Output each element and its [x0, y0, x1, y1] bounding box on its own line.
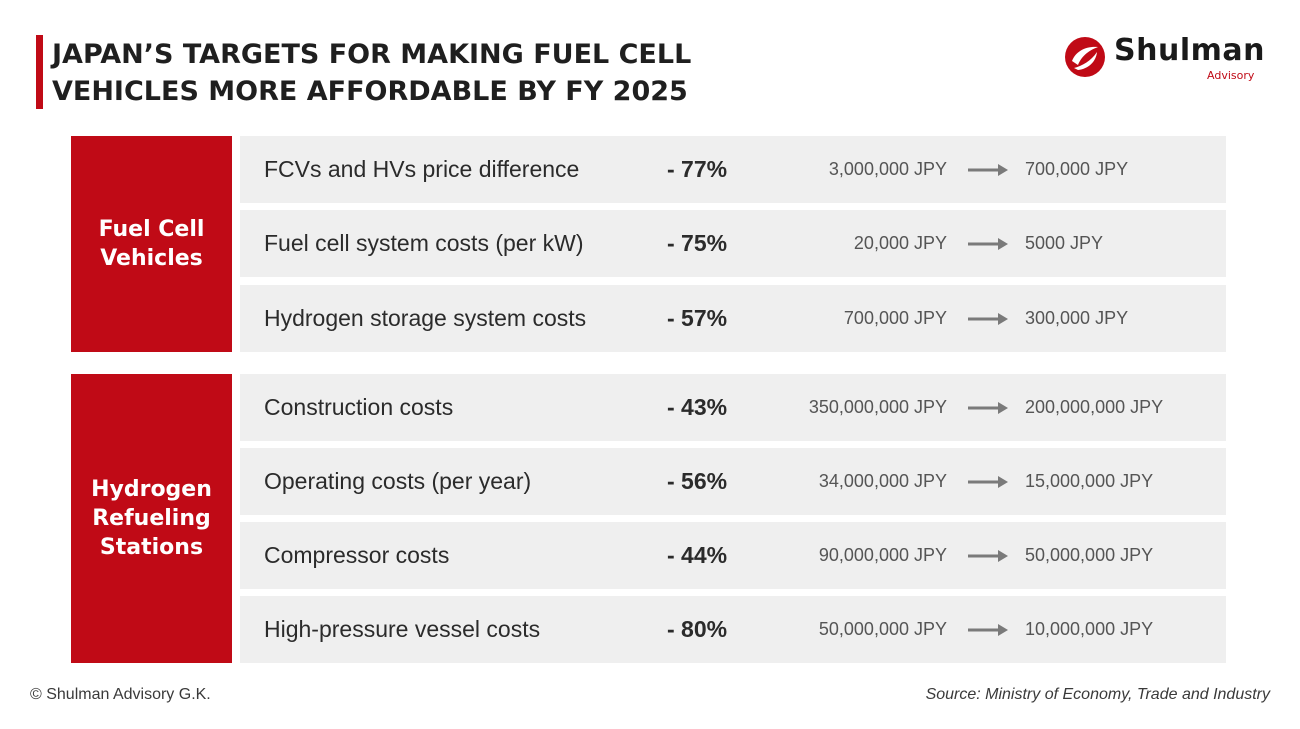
row-current-cost: 34,000,000 JPY: [818, 471, 947, 491]
logo-subtitle: Advisory: [1207, 69, 1255, 82]
row-target-cost: 10,000,000 JPY: [1025, 619, 1154, 639]
right-arrow-icon: [968, 476, 1008, 488]
row-target-cost: 50,000,000 JPY: [1025, 545, 1154, 565]
row-current-cost: 90,000,000 JPY: [818, 545, 947, 565]
page-title-line-1: JAPAN’S TARGETS FOR MAKING FUEL CELL: [52, 39, 692, 70]
row-item-name: Hydrogen storage system costs: [264, 305, 587, 331]
table-row: FCVs and HVs price difference - 77% 3,00…: [240, 136, 1226, 203]
row-item-name: Operating costs (per year): [264, 468, 532, 494]
table-row: Construction costs - 43% 350,000,000 JPY…: [240, 374, 1226, 441]
group-label-hydrogen-refueling-stations: Hydrogen Refueling Stations: [71, 374, 232, 663]
row-reduction-percent: - 57%: [667, 305, 728, 331]
right-arrow-icon: [968, 313, 1008, 325]
row-item-name: Compressor costs: [264, 542, 450, 568]
copyright-notice: © Shulman Advisory G.K.: [30, 686, 211, 703]
row-current-cost: 3,000,000 JPY: [828, 159, 947, 179]
table-row: Hydrogen storage system costs - 57% 700,…: [240, 285, 1226, 352]
row-reduction-percent: - 56%: [667, 468, 728, 494]
row-reduction-percent: - 44%: [667, 542, 728, 568]
right-arrow-icon: [968, 164, 1008, 176]
row-reduction-percent: - 75%: [667, 230, 728, 256]
title-accent-bar: [36, 35, 43, 109]
row-current-cost: 700,000 JPY: [843, 308, 947, 328]
row-reduction-percent: - 80%: [667, 616, 728, 642]
row-target-cost: 5000 JPY: [1025, 233, 1104, 253]
page-title: JAPAN’S TARGETS FOR MAKING FUEL CELL VEH…: [52, 36, 852, 110]
source-note: Source: Ministry of Economy, Trade and I…: [925, 686, 1270, 703]
shulman-logo-mark-icon: [1065, 37, 1105, 77]
page-title-line-2: VEHICLES MORE AFFORDABLE BY FY 2025: [52, 76, 688, 107]
group-label-fuel-cell-vehicles: Fuel Cell Vehicles: [71, 136, 232, 352]
row-target-cost: 200,000,000 JPY: [1025, 397, 1164, 417]
logo-name: Shulman: [1114, 33, 1265, 68]
row-current-cost: 350,000,000 JPY: [808, 397, 947, 417]
group-label-line: Stations: [99, 535, 204, 560]
row-target-cost: 300,000 JPY: [1025, 308, 1129, 328]
right-arrow-icon: [968, 624, 1008, 636]
row-target-cost: 700,000 JPY: [1025, 159, 1129, 179]
group-label-line: Fuel Cell: [98, 217, 205, 242]
row-item-name: Construction costs: [264, 394, 454, 420]
row-current-cost: 50,000,000 JPY: [818, 619, 947, 639]
row-item-name: Fuel cell system costs (per kW): [264, 230, 584, 256]
right-arrow-icon: [968, 238, 1008, 250]
row-item-name: High-pressure vessel costs: [264, 616, 541, 642]
group-label-line: Hydrogen: [91, 477, 212, 502]
group-label-line: Vehicles: [100, 246, 203, 271]
table-row: High-pressure vessel costs - 80% 50,000,…: [240, 596, 1226, 663]
table-row: Operating costs (per year) - 56% 34,000,…: [240, 448, 1226, 515]
table-row: Fuel cell system costs (per kW) - 75% 20…: [240, 210, 1226, 277]
row-target-cost: 15,000,000 JPY: [1025, 471, 1154, 491]
shulman-logo: Shulman Advisory: [1064, 33, 1274, 84]
row-current-cost: 20,000 JPY: [853, 233, 947, 253]
row-item-name: FCVs and HVs price difference: [264, 156, 580, 182]
right-arrow-icon: [968, 550, 1008, 562]
row-reduction-percent: - 77%: [667, 156, 728, 182]
group-label-line: Refueling: [92, 506, 211, 531]
right-arrow-icon: [968, 402, 1008, 414]
table-row: Compressor costs - 44% 90,000,000 JPY 50…: [240, 522, 1226, 589]
row-reduction-percent: - 43%: [667, 394, 728, 420]
